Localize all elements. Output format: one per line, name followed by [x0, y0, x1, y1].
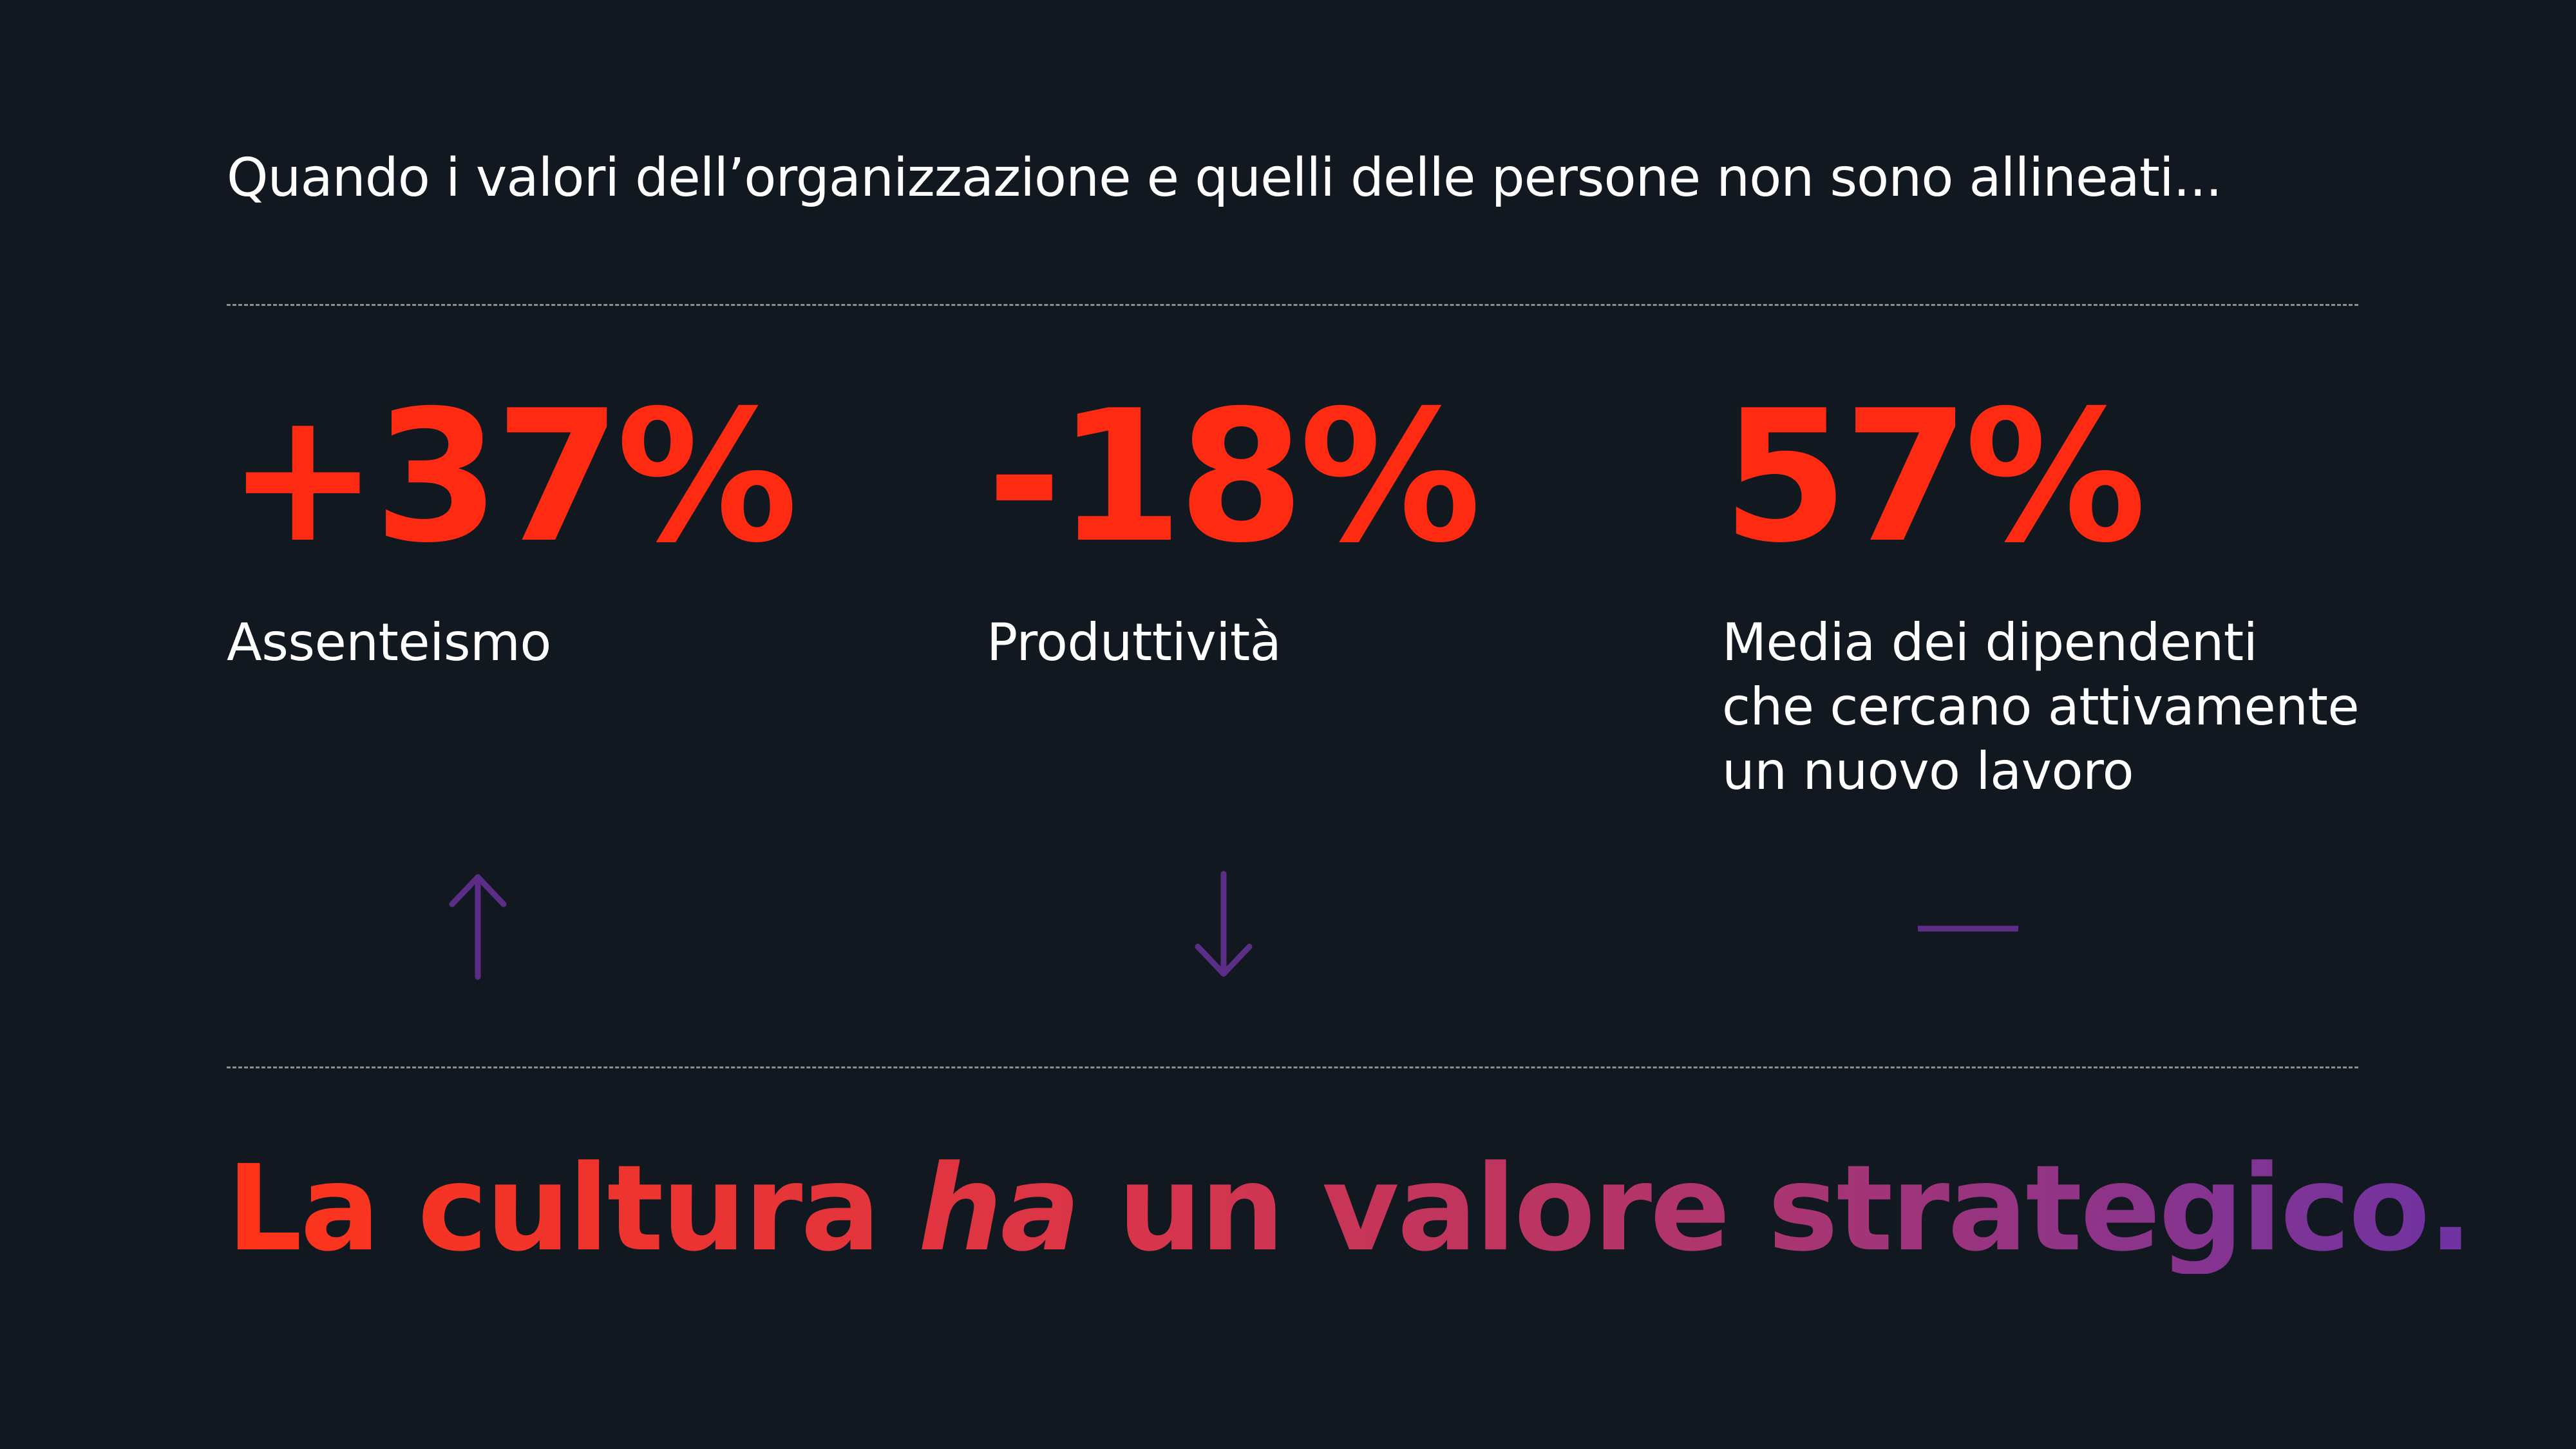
stat-productivity: -18% Produttività [987, 371, 1481, 675]
headline-emphasis: ha [918, 1140, 1079, 1278]
intro-text: Quando i valori dell’organizzazione e qu… [227, 147, 2222, 209]
stat-value: 57% [1722, 371, 2146, 583]
stat-job-seekers: 57% Media dei dipendenti che cercano att… [1722, 371, 2360, 804]
bottom-divider [227, 1066, 2358, 1068]
headline: La cultura ha un valore strategico. [227, 1144, 2471, 1274]
stat-value: -18% [987, 371, 1481, 583]
up-arrow-icon [446, 871, 510, 983]
stat-label: Assenteismo [227, 612, 551, 672]
top-divider [227, 304, 2358, 306]
stat-value: +37% [227, 371, 798, 583]
headline-start: La cultura [227, 1140, 918, 1278]
down-arrow-icon [1191, 871, 1256, 983]
dash-icon [1917, 922, 2020, 938]
stat-label: Media dei dipendenti che cercano attivam… [1722, 612, 2360, 801]
headline-end: un valore strategico. [1078, 1140, 2472, 1278]
stat-label: Produttività [987, 612, 1282, 672]
stat-absenteeism: +37% Assenteismo [227, 371, 798, 675]
